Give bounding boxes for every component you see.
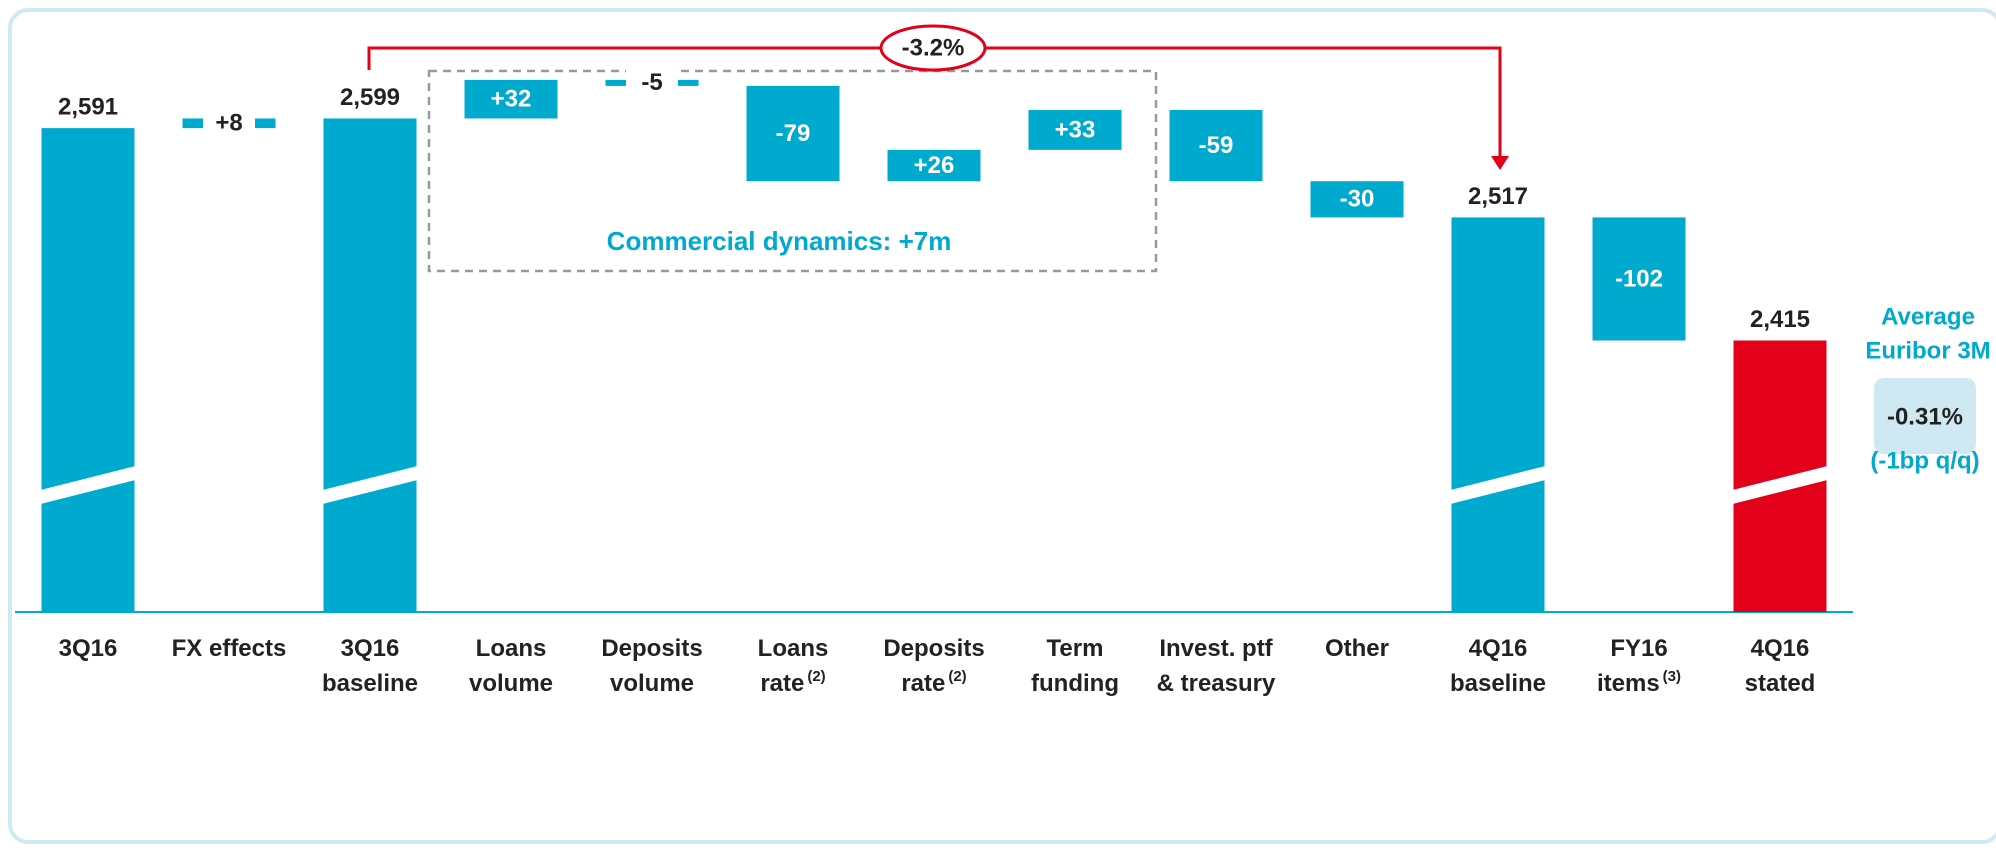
x-tick-label: 4Q16 bbox=[1469, 635, 1528, 662]
x-tick-label-line: Loans bbox=[476, 635, 547, 662]
x-tick-label-line: rate bbox=[760, 670, 804, 697]
value-label: -79 bbox=[776, 120, 811, 147]
x-tick-label-line: Deposits bbox=[601, 635, 702, 662]
x-tick-label-line: 4Q16 bbox=[1469, 635, 1528, 662]
x-tick-label-line: rate bbox=[901, 670, 945, 697]
x-tick-label-line: Deposits bbox=[883, 635, 984, 662]
x-tick-label-line: Loans bbox=[758, 635, 829, 662]
axis-break bbox=[1732, 466, 1828, 504]
x-tick-label-line: FY16 bbox=[1610, 635, 1667, 662]
group-annotation: Commercial dynamics: +7m bbox=[607, 226, 952, 256]
bar bbox=[464, 79, 558, 119]
bar bbox=[323, 118, 417, 613]
arrow-head bbox=[1491, 156, 1509, 170]
x-tick-label: rate (2) bbox=[901, 668, 966, 697]
x-tick-label-line: volume bbox=[469, 670, 553, 697]
x-tick-label-line: stated bbox=[1745, 670, 1816, 697]
x-tick-label: items (3) bbox=[1597, 668, 1681, 697]
x-tick-label-line: baseline bbox=[322, 670, 418, 697]
x-tick-label-line: 4Q16 bbox=[1751, 635, 1810, 662]
value-label: 2,599 bbox=[340, 84, 400, 111]
value-label: +33 bbox=[1055, 116, 1096, 143]
x-tick-label: Invest. ptf bbox=[1159, 635, 1273, 662]
x-tick-label: rate (2) bbox=[760, 668, 825, 697]
bar bbox=[1451, 217, 1545, 613]
side-value: -0.31% bbox=[1887, 403, 1963, 430]
bar bbox=[746, 85, 840, 182]
x-tick-label: volume bbox=[469, 670, 553, 697]
x-tick-label-line: FX effects bbox=[172, 635, 287, 662]
bar bbox=[1028, 110, 1122, 150]
x-tick-label: Term bbox=[1047, 635, 1104, 662]
x-tick-label-line: 3Q16 bbox=[59, 635, 118, 662]
value-label: +26 bbox=[914, 152, 955, 179]
value-label: 2,415 bbox=[1750, 306, 1810, 333]
x-tick-label: volume bbox=[610, 670, 694, 697]
bar bbox=[1592, 217, 1686, 341]
x-tick-label: Deposits bbox=[883, 635, 984, 662]
x-tick-label: 4Q16 bbox=[1751, 635, 1810, 662]
bar bbox=[1169, 110, 1263, 182]
value-label: 2,591 bbox=[58, 93, 118, 120]
x-tick-label: Loans bbox=[476, 635, 547, 662]
axis-break bbox=[1450, 466, 1546, 504]
x-tick-note: (3) bbox=[1663, 668, 1681, 685]
value-label: +32 bbox=[491, 86, 532, 113]
x-tick-label: funding bbox=[1031, 670, 1119, 697]
x-tick-label: Deposits bbox=[601, 635, 702, 662]
x-tick-label-line: items bbox=[1597, 670, 1660, 697]
x-tick-label: baseline bbox=[1450, 670, 1546, 697]
x-tick-label: Loans bbox=[758, 635, 829, 662]
x-tick-label: baseline bbox=[322, 670, 418, 697]
bar bbox=[41, 128, 135, 613]
x-tick-label-line: & treasury bbox=[1157, 670, 1276, 697]
value-label: -102 bbox=[1615, 265, 1663, 292]
axis-break bbox=[40, 466, 136, 504]
value-label: -5 bbox=[641, 69, 662, 96]
value-label: -30 bbox=[1340, 186, 1375, 213]
change-annotation: -3.2% bbox=[902, 34, 965, 61]
x-tick-note: (2) bbox=[807, 668, 825, 685]
x-tick-label: 3Q16 bbox=[59, 635, 118, 662]
x-tick-label-line: 3Q16 bbox=[341, 635, 400, 662]
group-box bbox=[427, 69, 1158, 273]
x-tick-label-line: Other bbox=[1325, 635, 1389, 662]
x-tick-label: & treasury bbox=[1157, 670, 1276, 697]
x-tick-label: stated bbox=[1745, 670, 1816, 697]
x-tick-label-line: Term bbox=[1047, 635, 1104, 662]
x-tick-label-line: volume bbox=[610, 670, 694, 697]
axis-break bbox=[322, 466, 418, 504]
bar bbox=[1310, 181, 1404, 218]
value-label: +8 bbox=[215, 110, 242, 137]
side-title: Average bbox=[1881, 303, 1975, 330]
label-gap bbox=[626, 68, 678, 97]
x-tick-label: FY16 bbox=[1610, 635, 1667, 662]
bar bbox=[887, 149, 981, 182]
x-tick-label-line: funding bbox=[1031, 670, 1119, 697]
change-badge bbox=[879, 24, 987, 72]
x-tick-label-line: baseline bbox=[1450, 670, 1546, 697]
x-tick-note: (2) bbox=[948, 668, 966, 685]
x-tick-label: Other bbox=[1325, 635, 1389, 662]
frame bbox=[8, 8, 1996, 844]
value-label: -59 bbox=[1199, 132, 1234, 159]
side-box bbox=[1874, 378, 1976, 454]
value-label: 2,517 bbox=[1468, 183, 1528, 210]
x-tick-label: FX effects bbox=[172, 635, 287, 662]
side-title: Euribor 3M bbox=[1865, 337, 1990, 364]
x-tick-label: 3Q16 bbox=[341, 635, 400, 662]
label-gap bbox=[203, 109, 255, 138]
x-tick-label-line: Invest. ptf bbox=[1159, 635, 1273, 662]
side-note: (-1bp q/q) bbox=[1870, 447, 1979, 474]
